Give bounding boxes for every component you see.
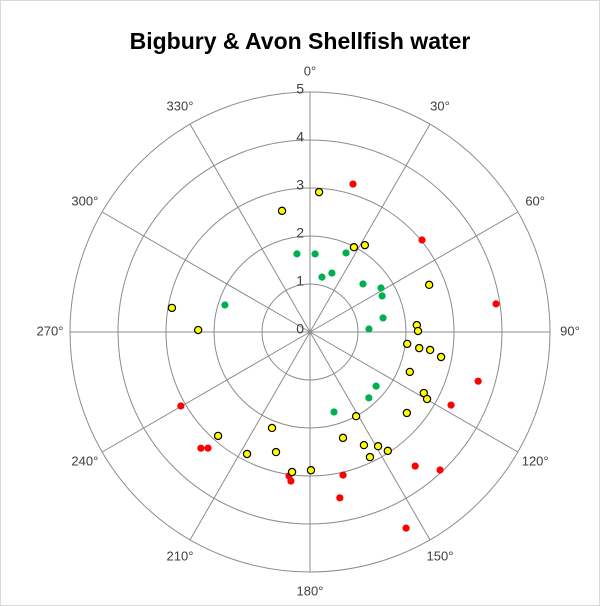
grid-spoke (309, 331, 519, 453)
angle-tick-label: 210° (167, 549, 194, 564)
point (436, 466, 444, 474)
point (492, 300, 500, 308)
point (377, 284, 385, 292)
point (336, 494, 344, 502)
point (339, 471, 347, 479)
point (402, 408, 412, 418)
point (204, 444, 212, 452)
angle-tick-label: 240° (71, 453, 98, 468)
point (365, 452, 375, 462)
point (271, 447, 281, 457)
point (287, 467, 297, 477)
point (267, 423, 277, 433)
point (373, 442, 383, 451)
point (314, 187, 324, 197)
point (383, 446, 392, 456)
point (413, 326, 423, 336)
angle-tick-label: 0° (304, 63, 316, 78)
point (306, 466, 316, 475)
point (349, 242, 359, 252)
angle-tick-label: 60° (525, 193, 545, 208)
point (293, 250, 301, 258)
chart-title: Bigbury & Avon Shellfish water (130, 28, 471, 54)
point (424, 280, 434, 290)
point (405, 367, 415, 377)
point (378, 292, 386, 300)
angle-tick-label: 180° (297, 583, 324, 598)
point (365, 325, 373, 333)
point (213, 431, 223, 441)
grid-spoke (309, 123, 431, 333)
point (287, 477, 295, 485)
angle-tick-label: 330° (167, 98, 194, 113)
point (221, 301, 229, 309)
radial-tick-label: 1 (296, 273, 304, 289)
point (418, 236, 426, 244)
point (277, 206, 287, 216)
grid-spoke (309, 211, 519, 333)
grid-spoke (309, 331, 431, 541)
angle-tick-label: 300° (71, 193, 98, 208)
point (447, 401, 455, 409)
point (415, 343, 424, 353)
point (330, 408, 338, 416)
grid-spoke (189, 331, 311, 541)
point (402, 524, 410, 532)
point (338, 433, 348, 443)
radial-tick-label: 3 (296, 177, 304, 193)
point (402, 339, 412, 349)
point (311, 250, 319, 258)
grid-spoke (101, 331, 311, 453)
grid-spoke (101, 211, 311, 333)
point (365, 394, 373, 402)
angle-tick-label: 30° (430, 98, 450, 113)
angle-tick-label: 120° (522, 453, 549, 468)
point (474, 377, 482, 385)
point (351, 412, 361, 421)
point (197, 444, 205, 452)
point (342, 249, 350, 257)
point (359, 440, 369, 450)
point (242, 449, 252, 459)
point (360, 240, 370, 250)
point (379, 314, 387, 322)
angle-tick-label: 150° (427, 549, 454, 564)
point (167, 303, 177, 313)
angle-tick-label: 270° (37, 323, 64, 338)
point (372, 382, 380, 390)
radial-tick-label: 2 (296, 225, 304, 241)
point (177, 402, 185, 410)
radial-tick-label: 4 (296, 129, 304, 145)
grid-spoke (189, 123, 311, 333)
point (349, 180, 357, 188)
point (436, 352, 446, 362)
point (328, 269, 336, 277)
point (422, 394, 432, 404)
radial-tick-label: 0 (296, 321, 304, 337)
point (318, 273, 326, 281)
point (411, 462, 419, 470)
point (193, 325, 203, 335)
point (425, 345, 435, 355)
radial-tick-label: 5 (296, 81, 304, 97)
angle-tick-label: 90° (560, 323, 580, 338)
point (359, 280, 367, 288)
